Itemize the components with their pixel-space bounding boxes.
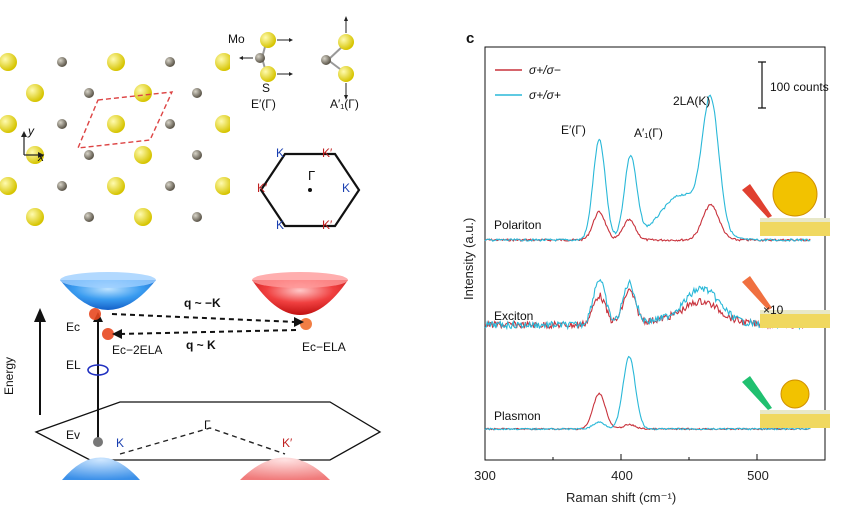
panel-c-label: c xyxy=(466,30,475,47)
band-schematic xyxy=(34,272,382,480)
s-atom xyxy=(26,84,44,102)
hexagon xyxy=(259,152,361,228)
e-mode-label: E′(Γ) xyxy=(251,97,276,111)
peak-e-label: E′(Γ) xyxy=(561,123,586,137)
ec-label: Ec xyxy=(66,320,81,334)
s-atom xyxy=(215,115,230,133)
el-label: EL xyxy=(66,358,81,372)
plane-k: K xyxy=(116,436,125,450)
trace-exciton-co xyxy=(484,278,811,331)
s-atom xyxy=(134,84,152,102)
gamma-point xyxy=(308,188,312,192)
mo-atom xyxy=(192,150,202,160)
q-top-label: q ~ −K xyxy=(184,296,221,310)
trace-polariton: Polariton xyxy=(494,218,542,232)
mo-atom xyxy=(165,119,175,129)
mo-atom xyxy=(57,119,67,129)
mo-atom-a xyxy=(321,55,331,65)
x-tick-400: 400 xyxy=(611,468,633,483)
lattice-atoms xyxy=(0,53,230,226)
valence-electron xyxy=(93,437,103,447)
s-atom xyxy=(0,177,17,195)
circular-polarization xyxy=(87,364,109,376)
ev-label: Ev xyxy=(66,428,81,442)
peak-2la-label: 2LA(K) xyxy=(673,94,711,108)
lattice-x-label: x xyxy=(38,150,44,164)
s-label: S xyxy=(262,81,271,95)
exciton-illustration xyxy=(742,276,830,328)
q-bottom-label: q ~ K xyxy=(186,338,216,352)
s-atom xyxy=(0,115,17,133)
phonon-modes xyxy=(239,16,354,100)
trace-plasmon-co xyxy=(484,355,811,431)
s-atom-top xyxy=(260,32,276,48)
bz-plane xyxy=(34,401,382,461)
raman-chart xyxy=(484,46,830,461)
mo-label: Mo xyxy=(228,32,245,46)
trace-exciton: Exciton xyxy=(494,309,534,323)
mo-atom xyxy=(84,212,94,222)
ec-2ela-label: Ec−2ELA xyxy=(112,343,163,357)
s-atom xyxy=(107,115,125,133)
mo-atom xyxy=(165,181,175,191)
s-atom xyxy=(215,53,230,71)
valence-cone-k xyxy=(62,457,140,480)
bz-kp-left: K′ xyxy=(257,181,268,195)
bz-kp-bottom-right: K′ xyxy=(322,218,333,232)
mo-atom xyxy=(84,150,94,160)
conduction-cone-k xyxy=(60,280,156,310)
lattice-y-label: y xyxy=(28,124,34,138)
valence-cone-kprime xyxy=(240,457,330,480)
s-atom xyxy=(107,177,125,195)
lattice-diagram xyxy=(0,53,230,226)
s-atom xyxy=(0,53,17,71)
trace-plasmon: Plasmon xyxy=(494,409,541,423)
bz-k-top-left: K xyxy=(276,146,285,160)
s-atom xyxy=(107,53,125,71)
mo-atom xyxy=(165,57,175,67)
polariton-illustration xyxy=(742,171,830,236)
legend-series2: σ+/σ+ xyxy=(529,88,561,102)
bz-kp-top-right: K′ xyxy=(322,146,333,160)
scale-bar-label: 100 counts xyxy=(770,80,829,94)
s-atom-bottom xyxy=(260,66,276,82)
plasmon-illustration xyxy=(742,376,830,428)
bz-k-bottom-left: K xyxy=(276,218,285,232)
mo-atom xyxy=(57,181,67,191)
energy-label: Energy xyxy=(2,356,16,395)
legend-series1: σ+/σ− xyxy=(529,63,561,77)
mo-atom xyxy=(192,88,202,98)
scatter-arrow-top xyxy=(111,313,297,323)
s-atom-a-top xyxy=(338,34,354,50)
s-atom xyxy=(215,177,230,195)
a-mode-label: A′₁(Γ) xyxy=(330,97,359,111)
x-axis-label: Raman shift (cm⁻¹) xyxy=(566,490,677,505)
brillouin-zone xyxy=(259,152,361,228)
bz-k-right: K xyxy=(342,181,351,195)
s-atom xyxy=(134,208,152,226)
s-atom-a-bottom xyxy=(338,66,354,82)
bz-gamma: Γ xyxy=(308,168,316,183)
plane-gamma: Γ xyxy=(204,418,211,432)
trace-polariton-co xyxy=(484,94,811,242)
x-tick-300: 300 xyxy=(474,468,496,483)
y-axis-label: Intensity (a.u.) xyxy=(461,217,476,300)
mo-atom xyxy=(84,88,94,98)
chart-frame xyxy=(484,46,826,461)
unit-cell xyxy=(76,91,174,149)
mo-atom xyxy=(57,57,67,67)
peak-a-label: A′₁(Γ) xyxy=(634,126,663,140)
ec-ela-label: Ec−ELA xyxy=(302,340,346,354)
plane-kprime: K′ xyxy=(282,436,293,450)
scale-bar xyxy=(758,61,766,109)
x10-label: ×10 xyxy=(763,303,784,317)
conduction-cone-kprime xyxy=(252,280,348,315)
mo-atom xyxy=(192,212,202,222)
s-atom xyxy=(26,208,44,226)
mo-atom xyxy=(255,53,265,63)
s-atom xyxy=(134,146,152,164)
x-tick-500: 500 xyxy=(747,468,769,483)
scatter-arrow-bottom xyxy=(119,329,297,335)
